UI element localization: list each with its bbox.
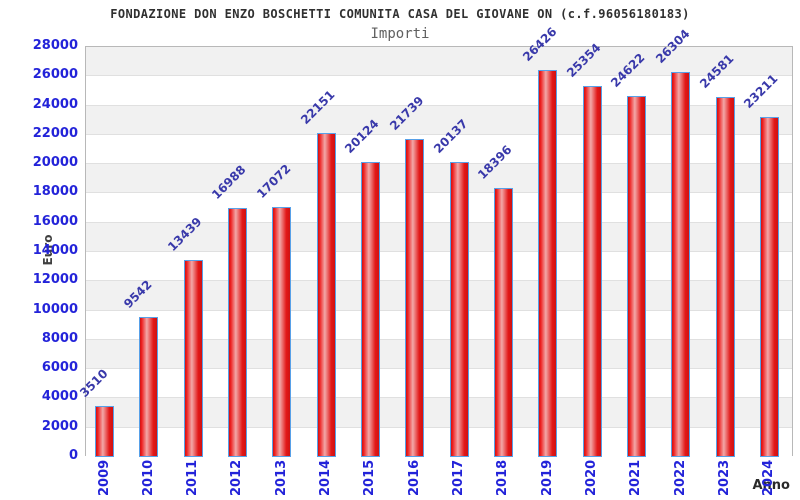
y-tick-label: 0 bbox=[68, 448, 78, 463]
y-tick-label: 28000 bbox=[32, 38, 78, 53]
y-tick-label: 4000 bbox=[41, 389, 78, 405]
bar-2021 bbox=[626, 96, 646, 457]
y-tick-label: 22000 bbox=[32, 125, 78, 141]
y-tick-label: 8000 bbox=[41, 330, 78, 346]
x-tick-label: 2018 bbox=[495, 459, 511, 496]
chart-title: FONDAZIONE DON ENZO BOSCHETTI COMUNITA C… bbox=[110, 7, 690, 21]
y-tick-label: 24000 bbox=[32, 96, 78, 112]
x-tick-label: 2014 bbox=[318, 459, 334, 496]
plot-area: 3510 9542 13439 16988 17072 22151 20124 21739 20… bbox=[77, 25, 793, 457]
y-tick-label: 2000 bbox=[41, 418, 78, 434]
x-tick-label: 2024 bbox=[761, 459, 777, 496]
bar-2014 bbox=[316, 132, 336, 457]
bar-2013 bbox=[272, 207, 292, 457]
y-tick-label: 20000 bbox=[32, 155, 78, 171]
bar-2019 bbox=[538, 70, 558, 457]
bar-2018 bbox=[493, 187, 513, 457]
bar-2010 bbox=[139, 317, 159, 457]
y-tick-label: 6000 bbox=[41, 360, 78, 376]
x-tick-label: 2015 bbox=[362, 459, 378, 496]
x-tick-label: 2016 bbox=[406, 459, 422, 496]
y-tick-label: 14000 bbox=[32, 243, 78, 258]
x-tick-label: 2020 bbox=[584, 459, 600, 496]
y-tick-label: 12000 bbox=[32, 272, 78, 288]
bar-2023 bbox=[715, 97, 735, 457]
x-tick-label: 2019 bbox=[539, 459, 555, 496]
bar-2024 bbox=[759, 117, 779, 457]
y-tick-label: 18000 bbox=[32, 184, 78, 200]
x-tick-label: 2009 bbox=[96, 459, 112, 496]
bar-2016 bbox=[405, 138, 425, 457]
bar-2022 bbox=[671, 71, 691, 457]
bar-2012 bbox=[227, 208, 247, 457]
bar-2020 bbox=[582, 85, 602, 457]
x-tick-label: 2012 bbox=[229, 459, 245, 496]
grid-band bbox=[86, 47, 792, 76]
x-tick-label: 2021 bbox=[628, 459, 644, 496]
x-tick-label: 2011 bbox=[185, 459, 201, 496]
x-tick-label: 2022 bbox=[672, 459, 688, 496]
y-tick-label: 26000 bbox=[32, 67, 78, 83]
y-tick-label: 16000 bbox=[32, 213, 78, 229]
bar-2011 bbox=[183, 260, 203, 457]
bar-2015 bbox=[360, 162, 380, 457]
chart-subtitle: Importi bbox=[370, 26, 430, 42]
x-axis-title: Anno bbox=[752, 478, 790, 493]
x-tick-label: 2010 bbox=[140, 459, 156, 496]
bar-2017 bbox=[449, 162, 469, 457]
x-tick-label: 2013 bbox=[273, 459, 289, 496]
x-tick-label: 2017 bbox=[451, 459, 467, 496]
x-tick-label: 2023 bbox=[717, 459, 733, 496]
y-tick-label: 10000 bbox=[32, 301, 78, 317]
bar-2009 bbox=[95, 405, 114, 457]
